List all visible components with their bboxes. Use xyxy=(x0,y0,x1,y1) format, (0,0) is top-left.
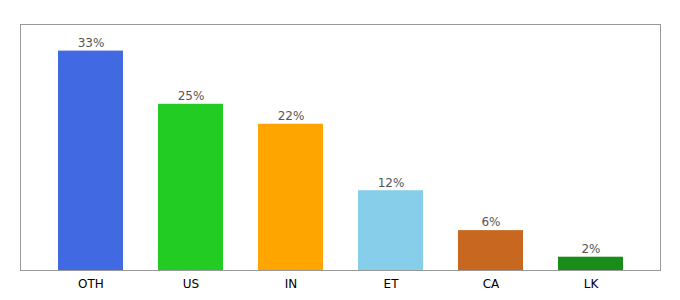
svg-text:22%: 22% xyxy=(278,109,305,123)
svg-text:25%: 25% xyxy=(178,89,205,103)
svg-text:2%: 2% xyxy=(581,242,600,256)
svg-text:US: US xyxy=(183,277,199,291)
svg-text:OTH: OTH xyxy=(78,277,104,291)
svg-text:IN: IN xyxy=(285,277,298,291)
svg-text:LK: LK xyxy=(584,277,600,291)
svg-text:ET: ET xyxy=(384,277,400,291)
svg-text:CA: CA xyxy=(483,277,500,291)
svg-text:6%: 6% xyxy=(481,215,500,229)
svg-text:12%: 12% xyxy=(378,176,405,190)
svg-text:33%: 33% xyxy=(78,36,105,50)
